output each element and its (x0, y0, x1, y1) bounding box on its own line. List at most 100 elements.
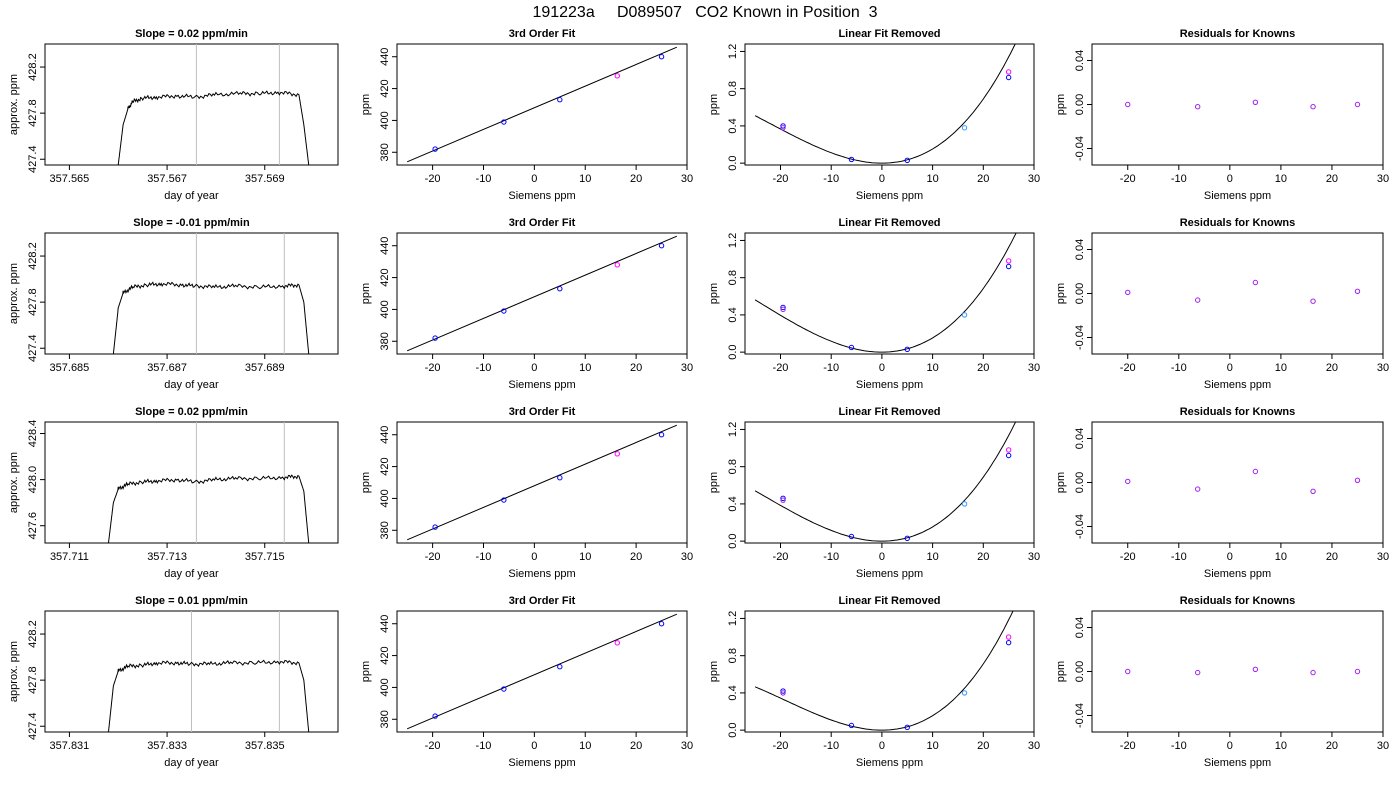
plot-frame (744, 421, 1035, 544)
y-tick-label: 428.4 (27, 420, 39, 448)
plot-data (108, 611, 310, 732)
y-tick-label: 0.4 (727, 118, 739, 133)
x-tick-label: 0 (1227, 551, 1233, 563)
y-tick-label: 440 (379, 426, 391, 444)
residual-curve (754, 233, 1017, 353)
y-tick-label: 427.8 (27, 99, 39, 127)
plot-frame (44, 421, 339, 544)
plot-data (1125, 99, 1361, 110)
x-tick-label: 20 (630, 740, 642, 752)
data-point (780, 690, 786, 696)
data-point (1310, 104, 1316, 110)
x-tick-label: 30 (1377, 551, 1389, 563)
plot-frame (744, 43, 1035, 166)
plot-frame (1091, 421, 1384, 544)
data-point (1310, 488, 1316, 494)
y-tick-label: 428.2 (27, 242, 39, 270)
panel-title: Slope = 0.02 ppm/min (135, 406, 248, 418)
data-point (1125, 668, 1131, 675)
x-tick-label: 357.567 (147, 173, 187, 185)
data-point (904, 346, 910, 353)
data-point (658, 54, 665, 60)
data-point (1354, 288, 1361, 294)
data-point (501, 497, 507, 503)
data-point (1310, 298, 1316, 304)
plot-frame (396, 421, 688, 544)
data-point (1005, 634, 1012, 640)
residual-curve (754, 611, 1014, 731)
y-tick-label: 380 (379, 710, 391, 728)
x-tick-label: 0 (531, 740, 537, 752)
x-tick-label: 0 (1227, 173, 1233, 185)
data-point (780, 497, 786, 503)
data-point (1310, 669, 1316, 676)
data-point (1252, 279, 1259, 286)
data-point (501, 308, 507, 314)
y-tick-label: 427.8 (27, 666, 39, 694)
data-point (1005, 452, 1012, 459)
data-point (432, 146, 438, 152)
y-tick-label: 0.00 (1074, 283, 1086, 304)
plot-data (754, 233, 1017, 353)
y-tick-label: 0.00 (1074, 472, 1086, 493)
data-point (1194, 486, 1201, 492)
y-tick-label: 400 (379, 300, 391, 318)
x-axis-label: Siemens ppm (856, 379, 923, 391)
y-tick-label: 427.4 (27, 145, 39, 173)
plot-data (406, 46, 678, 163)
plot-frame (44, 43, 339, 166)
x-axis-label: day of year (164, 568, 219, 580)
x-tick-label: 10 (1275, 551, 1287, 563)
x-tick-label: -10 (823, 173, 839, 185)
x-tick-label: 357.713 (147, 551, 187, 563)
plot-frame (396, 232, 688, 355)
x-tick-label: 10 (926, 173, 938, 185)
fit-line (406, 235, 678, 352)
panel-3-1: 3rd Order Fit -20 -10 0 10 20 30 380 400 420 440 Si… (360, 595, 693, 769)
data-point (1252, 99, 1259, 106)
x-tick-label: 357.689 (245, 362, 285, 374)
y-tick-label: 0.00 (1074, 94, 1086, 115)
x-axis-label: Siemens ppm (508, 757, 575, 769)
plot-data (1125, 279, 1361, 304)
data-point (1125, 289, 1131, 296)
x-tick-label: 20 (977, 362, 989, 374)
x-axis-label: Siemens ppm (1204, 568, 1271, 580)
x-tick-label: -10 (823, 551, 839, 563)
panel-1-1: 3rd Order Fit -20 -10 0 10 20 30 380 400 420 440 Si… (360, 217, 693, 391)
x-tick-label: 357.685 (50, 362, 90, 374)
y-axis-label: ppm (360, 472, 372, 493)
y-tick-label: 1.2 (727, 44, 739, 59)
x-tick-label: -10 (1171, 362, 1187, 374)
data-point (780, 306, 786, 313)
panel-title: 3rd Order Fit (509, 217, 576, 229)
plot-frame (396, 610, 688, 733)
panel-title: 3rd Order Fit (509, 406, 576, 418)
data-point (1005, 258, 1012, 264)
y-tick-label: 0.0 (727, 533, 739, 548)
y-tick-label: 0.4 (727, 496, 739, 511)
x-tick-label: 0 (1227, 740, 1233, 752)
y-axis-label: ppm (1055, 472, 1067, 493)
y-tick-label: -0.04 (1074, 136, 1086, 161)
y-axis-label: ppm (708, 472, 720, 493)
x-tick-label: -10 (476, 173, 492, 185)
x-tick-label: 20 (630, 173, 642, 185)
figure-title: 191223a D089507 CO2 Known in Position 3 (532, 4, 877, 21)
y-axis-label: ppm (708, 283, 720, 304)
panel-1-0: Slope = -0.01 ppm/min 357.685 357.687 357.6… (8, 217, 339, 391)
data-point (1005, 447, 1012, 453)
plot-data (108, 422, 310, 543)
x-tick-label: 20 (977, 740, 989, 752)
x-axis-label: Siemens ppm (508, 379, 575, 391)
y-axis-label: ppm (708, 661, 720, 682)
y-axis-label: approx. ppm (8, 452, 20, 513)
data-point (961, 690, 968, 696)
panel-2-0: Slope = 0.02 ppm/min 357.711 357.713 357.71… (8, 406, 339, 580)
y-tick-label: -0.04 (1074, 325, 1086, 350)
plot-frame (1091, 232, 1384, 355)
data-point (1125, 101, 1131, 108)
x-tick-label: 357.715 (245, 551, 285, 563)
plot-data (117, 44, 310, 165)
x-tick-label: 30 (1377, 740, 1389, 752)
